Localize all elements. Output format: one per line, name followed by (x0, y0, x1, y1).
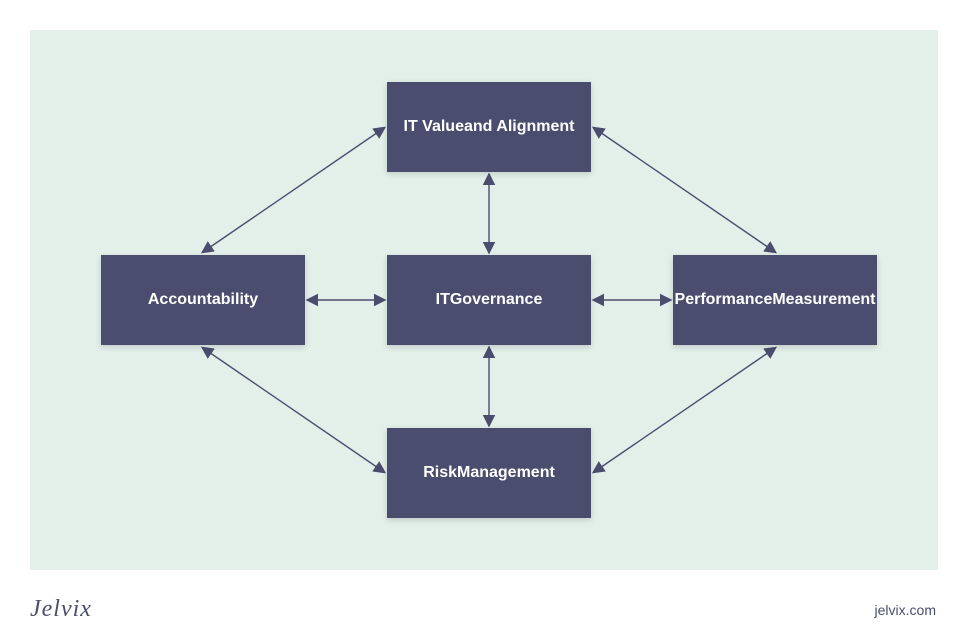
footer: Jelvix jelvix.com (30, 596, 936, 623)
edge-performance-it_value (594, 128, 775, 252)
url-text: jelvix.com (875, 602, 936, 618)
node-performance: PerformanceMeasurement (673, 255, 877, 345)
edge-performance-risk (594, 348, 775, 472)
edge-accountability-it_value (203, 128, 384, 252)
logo-text: Jelvix (30, 596, 92, 623)
node-it_governance: ITGovernance (387, 255, 591, 345)
diagram-canvas: IT Valueand Alignment Accountability ITGov… (30, 30, 938, 570)
node-risk: RiskManagement (387, 428, 591, 518)
node-accountability: Accountability (101, 255, 305, 345)
edge-accountability-risk (203, 348, 384, 472)
node-it_value: IT Valueand Alignment (387, 82, 591, 172)
